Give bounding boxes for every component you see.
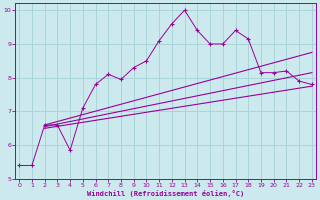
X-axis label: Windchill (Refroidissement éolien,°C): Windchill (Refroidissement éolien,°C) bbox=[87, 190, 244, 197]
